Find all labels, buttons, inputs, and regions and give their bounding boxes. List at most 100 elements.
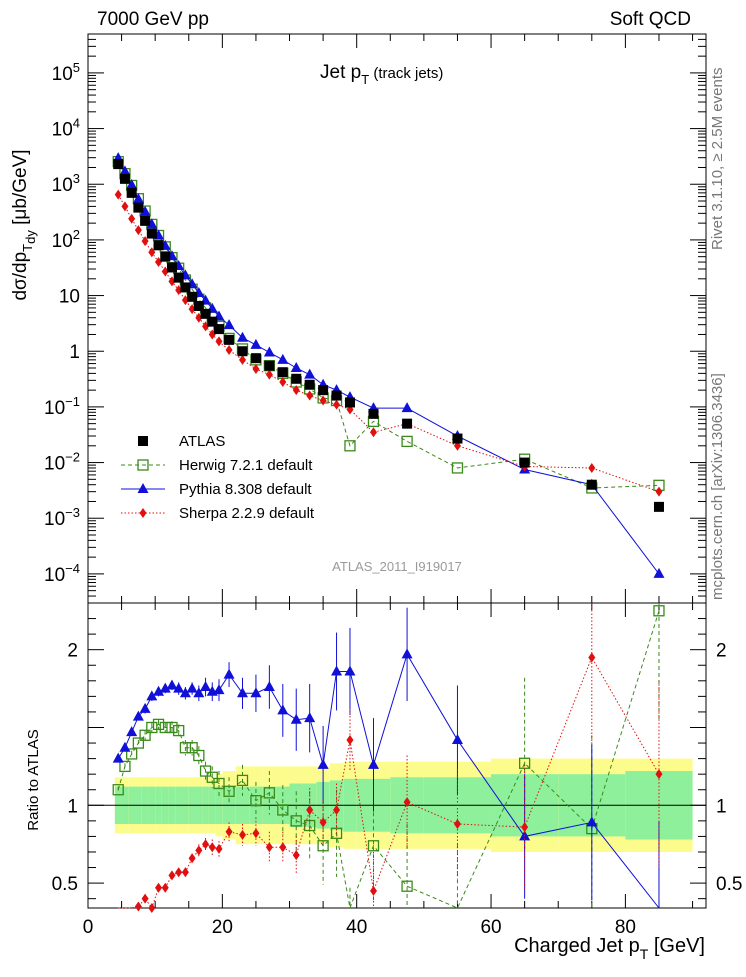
- sherpa-ratio-point: [148, 903, 156, 913]
- sherpa-ratio-point: [319, 817, 327, 828]
- x-tick-label: 0: [83, 917, 94, 938]
- atlas-point: [126, 187, 137, 198]
- legend: ATLAS Herwig 7.2.1 default Pythia 8.308 de…: [121, 433, 315, 522]
- atlas-point: [224, 334, 235, 345]
- ratio-y-tick-label: 0.5: [52, 874, 78, 895]
- sherpa-ratio-point: [346, 734, 354, 745]
- y-tick-label: 104: [52, 116, 80, 141]
- pythia-ratio-point: [223, 668, 235, 679]
- data-series: [112, 152, 665, 913]
- pythia-ratio-point: [173, 682, 185, 693]
- sherpa-ratio-point: [292, 850, 300, 861]
- pythia-ratio-point: [213, 684, 225, 695]
- pythia-ratio-point: [277, 704, 289, 715]
- pythia-ratio-point: [317, 758, 329, 769]
- sherpa-ratio-point: [225, 826, 233, 837]
- pythia-ratio-point: [200, 681, 212, 692]
- sherpa-point: [265, 369, 273, 380]
- atlas-point: [173, 272, 184, 283]
- herwig-ratio-point: [330, 827, 343, 839]
- pythia-ratio-point: [290, 713, 302, 724]
- herwig-ratio-point: [277, 804, 289, 816]
- atlas-point: [586, 479, 597, 490]
- analysis-id: ATLAS_2011_I919017: [332, 559, 462, 574]
- atlas-point: [180, 282, 191, 293]
- atlas-point: [187, 291, 198, 302]
- sherpa-ratio-point: [202, 839, 210, 850]
- sherpa-point: [121, 201, 129, 212]
- herwig-point: [451, 462, 464, 474]
- pythia-ratio-point: [153, 685, 165, 696]
- sherpa-ratio-point: [453, 818, 461, 829]
- atlas-point: [133, 202, 144, 213]
- sherpa-ratio-point: [306, 804, 314, 815]
- herwig-ratio-point: [119, 760, 131, 773]
- atlas-point: [519, 457, 530, 468]
- sherpa-ratio-point: [588, 652, 596, 663]
- herwig-ratio-point: [263, 787, 276, 799]
- pythia-ratio-point: [367, 758, 379, 769]
- pythia-point: [139, 205, 151, 216]
- legend-marker-herwig: [137, 459, 149, 471]
- legend-label-sherpa: Sherpa 2.2.9 default: [179, 505, 315, 522]
- atlas-point: [250, 353, 261, 364]
- header-left: 7000 GeV pp: [97, 9, 209, 30]
- sherpa-point: [252, 363, 260, 374]
- sherpa-point: [215, 336, 223, 347]
- atlas-point: [402, 418, 413, 429]
- atlas-point: [153, 240, 164, 251]
- sherpa-ratio-point: [403, 797, 411, 808]
- pythia-point: [237, 331, 248, 342]
- ratio-y-tick-label-right: 1: [716, 796, 727, 817]
- y-tick-label: 10−3: [44, 505, 80, 530]
- plot-title: Jet pT (track jets): [320, 62, 443, 87]
- herwig-ratio-point: [206, 771, 218, 783]
- herwig-ratio-point: [199, 765, 212, 777]
- axes: 0 20 40 60 8010510410310210110−110−210−310−4…: [44, 33, 742, 938]
- x-axis-title: Charged Jet pT [GeV]: [514, 935, 705, 962]
- sherpa-ratio-point: [655, 769, 663, 780]
- y-tick-label: 10−4: [44, 561, 80, 586]
- pythia-ratio-point: [304, 712, 316, 723]
- herwig-point: [344, 440, 356, 452]
- sherpa-point: [319, 395, 327, 406]
- atlas-point: [237, 346, 248, 357]
- sherpa-point: [239, 354, 246, 365]
- atlas-point: [166, 262, 177, 273]
- atlas-point: [291, 373, 302, 384]
- atlas-point: [368, 408, 379, 419]
- pythia-ratio-point: [139, 702, 151, 713]
- pythia-ratio-point: [179, 687, 191, 698]
- x-tick-label: 80: [615, 917, 636, 938]
- sherpa-point: [114, 189, 122, 200]
- atlas-point: [200, 308, 211, 319]
- sherpa-ratio-point: [175, 867, 183, 878]
- mcplots-label: mcplots.cern.ch [arXiv:1306.3436]: [709, 373, 726, 600]
- herwig-ratio-point: [193, 749, 205, 762]
- pythia-ratio-point: [237, 687, 248, 698]
- pythia-ratio-point: [401, 648, 413, 659]
- sherpa-point: [588, 462, 596, 473]
- herwig-ratio-point: [112, 784, 124, 796]
- pythia-point: [250, 338, 262, 349]
- atlas-point: [207, 316, 218, 327]
- pythia-ratio-point: [146, 690, 158, 701]
- atlas-point: [160, 251, 171, 262]
- sherpa-ratio-point: [521, 822, 529, 833]
- pythia-ratio-point: [263, 681, 275, 692]
- pythia-ratio-point: [250, 687, 262, 698]
- x-tick-label: 40: [346, 917, 367, 938]
- y-tick-label: 10: [59, 287, 80, 308]
- header-right: Soft QCD: [610, 9, 691, 30]
- herwig-ratio-point: [152, 718, 165, 731]
- sherpa-point: [333, 399, 341, 410]
- atlas-point: [277, 367, 288, 378]
- herwig-ratio-point: [518, 757, 531, 769]
- pythia-ratio-point: [166, 679, 178, 690]
- pythia-ratio-point: [132, 710, 144, 721]
- legend-marker-atlas: [138, 436, 148, 446]
- herwig-ratio-point: [179, 742, 192, 754]
- pythia-ratio-point: [186, 682, 198, 693]
- atlas-point: [113, 159, 124, 170]
